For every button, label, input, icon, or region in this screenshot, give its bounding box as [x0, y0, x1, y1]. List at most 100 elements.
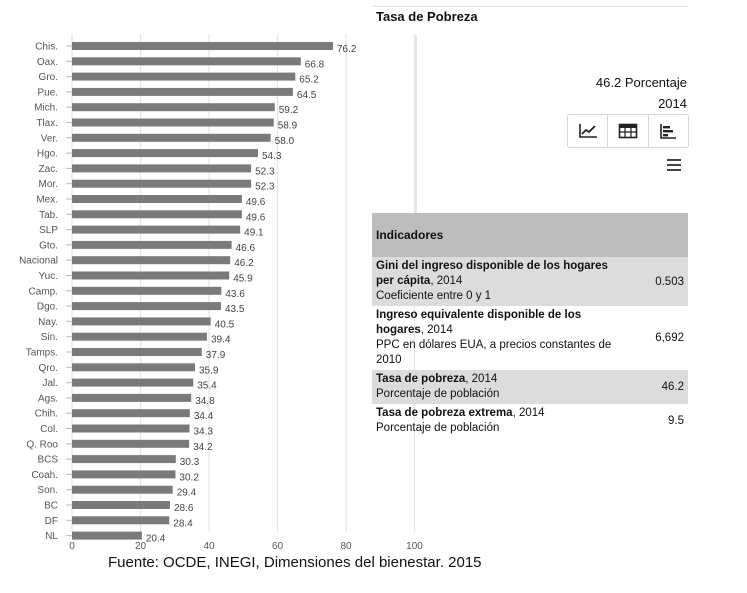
indicator-year: , 2014 [512, 407, 545, 419]
bar[interactable] [72, 455, 176, 464]
category-label: Nacional [19, 256, 58, 267]
bar[interactable] [72, 225, 241, 234]
category-label: Son. [37, 485, 58, 496]
bar[interactable] [72, 439, 190, 448]
value-label: 52.3 [255, 166, 275, 177]
value-label: 76.2 [337, 44, 357, 55]
bar[interactable] [72, 164, 252, 173]
value-label: 30.3 [180, 457, 200, 468]
category-label: Tlax. [36, 118, 58, 129]
bar[interactable] [72, 501, 170, 509]
bar[interactable] [72, 72, 296, 81]
value-label: 34.3 [193, 427, 213, 438]
bar[interactable] [72, 42, 333, 50]
indicator-unit: Coeficiente entre 0 y 1 [376, 290, 492, 302]
bar[interactable] [72, 87, 293, 96]
bar[interactable] [72, 409, 190, 418]
category-label: NL [45, 531, 58, 542]
category-label: DF [45, 516, 58, 527]
bar[interactable] [72, 103, 275, 112]
source-note: Fuente: OCDE, INEGI, Dimensiones del bie… [108, 554, 482, 571]
bar[interactable] [72, 348, 202, 356]
category-label: Tamps. [26, 348, 58, 359]
bar[interactable] [72, 302, 221, 311]
bar[interactable] [72, 424, 190, 433]
bar[interactable] [72, 531, 142, 540]
value-label: 34.8 [195, 396, 215, 407]
value-label: 59.2 [279, 105, 299, 116]
bar-chart-button[interactable] [649, 115, 688, 147]
indicator-year: , 2014 [465, 373, 498, 385]
bar[interactable] [72, 195, 242, 203]
value-label: 30.2 [179, 472, 199, 483]
category-label: Camp. [29, 286, 58, 297]
indicator-value: 46.2 [661, 381, 684, 393]
value-label: 43.6 [225, 289, 245, 300]
hamburger-menu-icon[interactable] [666, 158, 682, 172]
value-label: 37.9 [206, 350, 226, 361]
table-button[interactable] [608, 115, 649, 147]
bar[interactable] [72, 485, 173, 494]
bar[interactable] [72, 57, 301, 66]
bar[interactable] [72, 393, 192, 402]
indicators-table: Indicadores Gini del ingreso disponible … [372, 213, 688, 438]
bar[interactable] [72, 210, 242, 219]
value-line: 46.2 Porcentaje [595, 75, 687, 90]
indicator-year: , 2014 [430, 275, 463, 287]
bar[interactable] [72, 256, 231, 265]
category-label: Mex. [36, 195, 58, 206]
x-tick-label: 0 [69, 541, 75, 552]
indicator-value: 6,692 [655, 332, 684, 344]
bar[interactable] [72, 363, 195, 372]
view-toolbar [567, 114, 689, 148]
line-chart-button[interactable] [568, 115, 609, 147]
value-label: 58.0 [275, 136, 295, 147]
category-label: BC [44, 501, 58, 512]
value-label: 40.5 [215, 319, 235, 330]
value-label: 35.9 [199, 365, 219, 376]
panel-title: Tasa de Pobreza [376, 9, 478, 24]
value-label: 34.2 [193, 442, 213, 453]
bar[interactable] [72, 317, 211, 326]
panel-divider [415, 36, 417, 214]
category-label: Chis. [35, 42, 58, 53]
bar[interactable] [72, 149, 258, 158]
indicator-year: , 2014 [420, 324, 453, 336]
x-tick-label: 80 [340, 541, 352, 552]
bar[interactable] [72, 470, 176, 479]
category-label: Pue. [37, 87, 58, 98]
bar[interactable] [72, 179, 252, 188]
value-label: 49.6 [246, 197, 266, 208]
value-label: 35.4 [197, 381, 217, 392]
bar[interactable] [72, 378, 194, 387]
indicator-unit: PPC en dólares EUA, a precios constantes… [376, 339, 612, 366]
bar[interactable] [72, 271, 230, 280]
bars-layer [72, 42, 333, 540]
category-label: Yuc. [39, 271, 58, 282]
category-label: Ver. [41, 133, 58, 144]
category-label: Ags. [38, 393, 58, 404]
value-label: 39.4 [211, 335, 231, 346]
indicator-unit: Porcentaje de población [376, 422, 500, 434]
bar[interactable] [72, 118, 274, 127]
bar[interactable] [72, 332, 207, 341]
bar[interactable] [72, 516, 170, 525]
x-tick-label: 20 [135, 541, 147, 552]
category-label: SLP [39, 225, 58, 236]
bar[interactable] [72, 286, 222, 295]
table-icon [618, 123, 638, 139]
category-label: Q. Roo [26, 439, 58, 450]
labels-layer: 0 20 40 60 80 100 Chis. 76.2 Oax. 66.8 Gro. 65.2 Pue… [19, 42, 423, 553]
category-label: Tab. [39, 210, 58, 221]
value-label: 28.6 [174, 503, 194, 514]
category-label: Hgo. [37, 149, 58, 160]
category-label: Dgo. [37, 302, 58, 313]
value-label: 64.5 [297, 90, 317, 101]
value-label: 20.4 [146, 534, 166, 545]
bar[interactable] [72, 133, 271, 142]
category-label: Mor. [39, 179, 58, 190]
indicator-value: 0.503 [655, 275, 684, 288]
category-label: BCS [37, 455, 58, 466]
bar[interactable] [72, 240, 232, 249]
